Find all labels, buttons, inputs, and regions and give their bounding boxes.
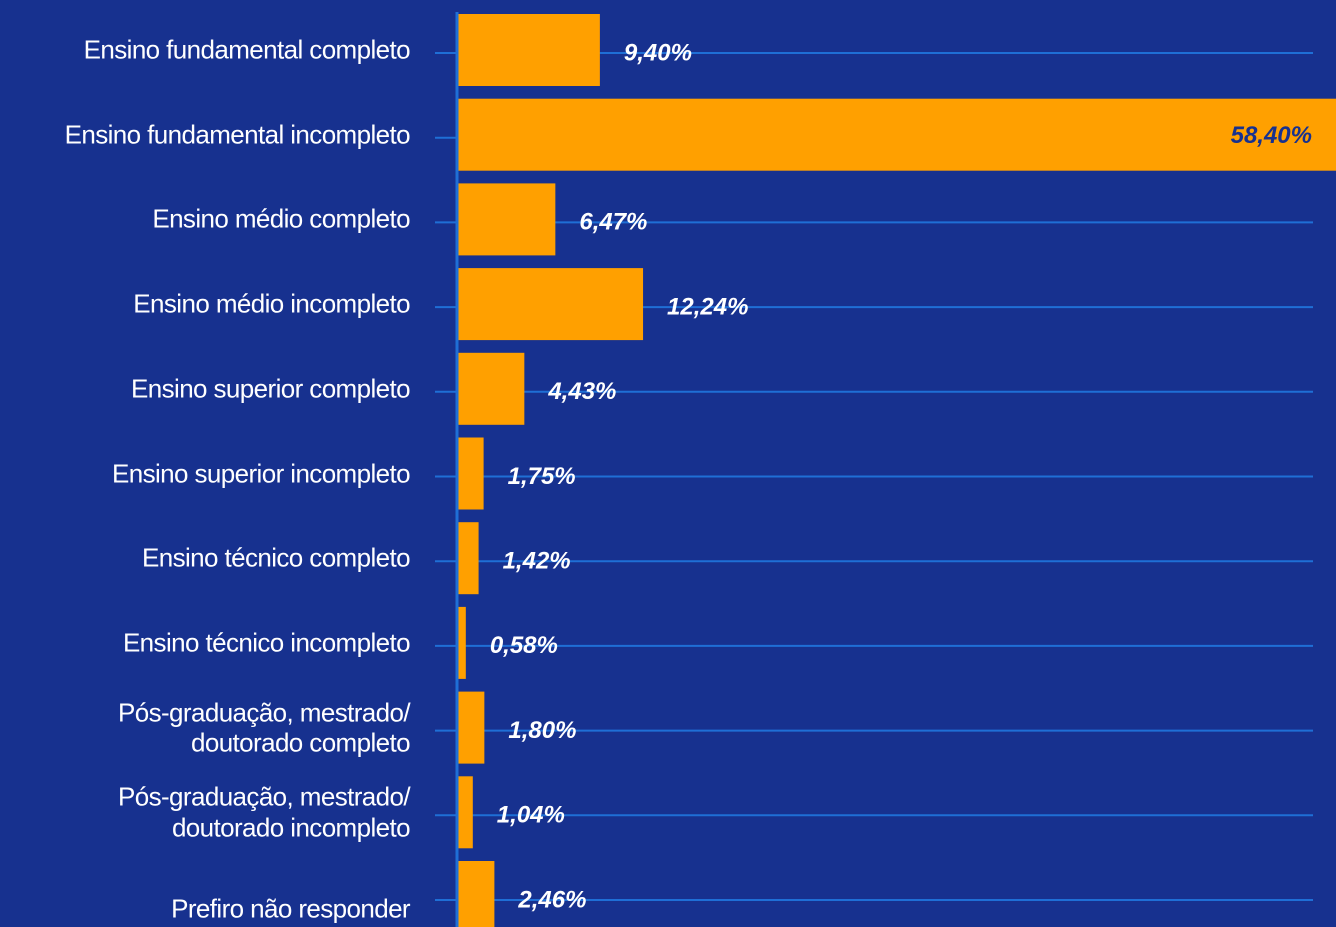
category-label: Prefiro não responder <box>171 893 410 924</box>
category-label: Ensino médio incompleto <box>133 288 410 319</box>
bar <box>457 352 525 425</box>
category-label: Ensino fundamental completo <box>83 34 411 65</box>
category-label: Ensino técnico completo <box>141 542 411 573</box>
value-label: 9,40% <box>624 39 692 66</box>
bar <box>457 14 600 86</box>
value-label: 1,42% <box>503 548 571 575</box>
bar <box>457 691 485 764</box>
value-label: 1,75% <box>508 463 576 490</box>
bar <box>457 98 1336 171</box>
value-label: 4,43% <box>547 378 616 405</box>
category-label: Ensino técnico incompleto <box>122 627 411 658</box>
category-label: Ensino fundamental incompleto <box>64 119 411 150</box>
category-label: Ensino superior completo <box>131 373 411 404</box>
value-label: 0,58% <box>490 632 558 659</box>
category-label: Pós-graduação, mestrado/ doutorado compl… <box>118 696 411 758</box>
category-label: Ensino médio completo <box>152 204 410 235</box>
category-label: Ensino superior incompleto <box>111 458 411 489</box>
bar <box>457 268 644 341</box>
bar <box>457 606 466 679</box>
category-label: Pós-graduação, mestrado/ doutorado incom… <box>118 781 411 843</box>
bar <box>457 183 556 256</box>
bar <box>457 776 473 849</box>
value-label: 58,40% <box>1231 122 1312 149</box>
value-label: 6,47% <box>579 209 647 236</box>
bar <box>457 437 484 510</box>
value-label: 12,24% <box>667 293 748 320</box>
value-label: 1,04% <box>497 802 565 829</box>
value-label: 2,46% <box>517 886 586 913</box>
bar <box>457 861 495 927</box>
bar <box>457 522 479 595</box>
value-label: 1,80% <box>508 717 576 744</box>
